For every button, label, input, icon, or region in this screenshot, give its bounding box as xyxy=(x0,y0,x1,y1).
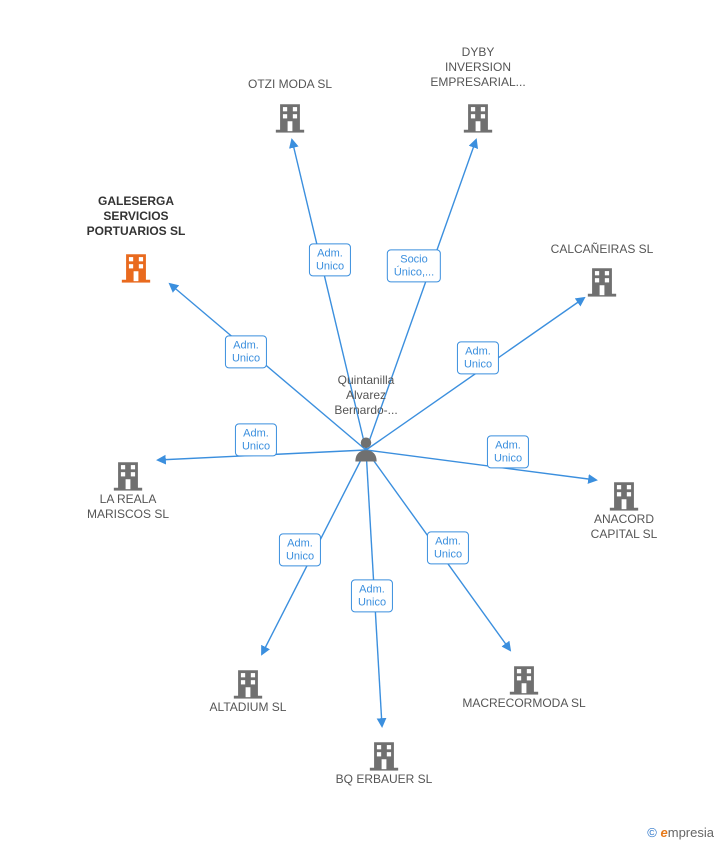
company-node-calcaneiras xyxy=(585,260,619,303)
company-node-anacord xyxy=(607,474,641,517)
company-node-altadium xyxy=(231,662,265,705)
center-person-node: Quintanilla Alvarez Bernardo-... xyxy=(334,373,397,418)
building-icon xyxy=(119,250,153,284)
company-node-lareala xyxy=(111,454,145,497)
building-icon xyxy=(111,458,145,492)
edge-label: Adm. Unico xyxy=(487,435,529,468)
edge-line xyxy=(262,450,366,654)
edge-label: Adm. Unico xyxy=(279,533,321,566)
edge-label: Adm. Unico xyxy=(309,243,351,276)
edge-label: Socio Único,... xyxy=(387,249,441,282)
company-node-macrecor xyxy=(507,658,541,701)
edge-line xyxy=(158,450,366,460)
company-label-dyby: DYBY INVERSION EMPRESARIAL... xyxy=(430,45,525,90)
center-person-label: Quintanilla Alvarez Bernardo-... xyxy=(334,373,397,418)
center-person-icon-wrap xyxy=(351,434,381,469)
company-node-dyby xyxy=(461,96,495,139)
edge-label: Adm. Unico xyxy=(235,423,277,456)
building-icon xyxy=(507,662,541,696)
company-label-lareala: LA REALA MARISCOS SL xyxy=(87,492,169,522)
edge-line xyxy=(366,450,510,650)
building-icon xyxy=(231,666,265,700)
company-label-calcaneiras: CALCAÑEIRAS SL xyxy=(551,242,654,257)
building-icon xyxy=(367,738,401,772)
building-icon xyxy=(585,264,619,298)
edge-label: Adm. Unico xyxy=(457,341,499,374)
company-node-otzi xyxy=(273,96,307,139)
company-node-galeserga xyxy=(119,246,153,289)
building-icon xyxy=(607,478,641,512)
edge-line xyxy=(366,450,596,480)
company-node-bqerbauer xyxy=(367,734,401,777)
company-label-anacord: ANACORD CAPITAL SL xyxy=(591,512,658,542)
brand-e: e xyxy=(661,825,668,840)
edge-line xyxy=(366,450,382,726)
company-label-altadium: ALTADIUM SL xyxy=(210,700,287,715)
company-label-macrecor: MACRECORMODA SL xyxy=(462,696,585,711)
edge-label: Adm. Unico xyxy=(225,335,267,368)
edge-line xyxy=(366,298,584,450)
building-icon xyxy=(461,100,495,134)
person-icon xyxy=(351,434,381,464)
edges-layer xyxy=(0,0,728,850)
edge-label: Adm. Unico xyxy=(427,531,469,564)
edge-line xyxy=(170,284,366,450)
edge-label: Adm. Unico xyxy=(351,579,393,612)
company-label-galeserga: GALESERGA SERVICIOS PORTUARIOS SL xyxy=(87,194,186,239)
company-label-bqerbauer: BQ ERBAUER SL xyxy=(336,772,433,787)
brand-rest: mpresia xyxy=(668,825,714,840)
company-label-otzi: OTZI MODA SL xyxy=(248,77,332,92)
footer-copyright: © empresia xyxy=(647,825,714,840)
building-icon xyxy=(273,100,307,134)
copyright-symbol: © xyxy=(647,825,657,840)
